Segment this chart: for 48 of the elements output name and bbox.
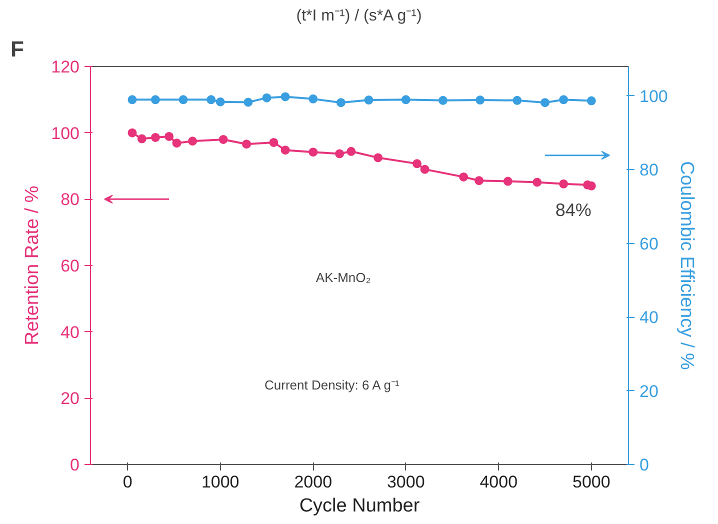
point (532, 178, 542, 187)
y-tick-label: 60 (60, 256, 80, 276)
point (242, 140, 252, 149)
x-tick-label: 4000 (480, 472, 518, 492)
y-tick-label: 0 (70, 456, 80, 474)
y-tick-label: 20 (60, 389, 80, 408)
x-tick-label: 5000 (572, 472, 610, 492)
y2-tick-label: 0 (640, 456, 649, 474)
point (420, 164, 430, 174)
y2-axis-title: Coulombic Efficiency / % (676, 161, 697, 370)
point (188, 136, 198, 146)
point (137, 134, 146, 144)
point (172, 138, 182, 148)
y-tick-label: 40 (60, 322, 80, 342)
point (150, 132, 160, 142)
y-axis-title: Retention Rate / % (22, 186, 44, 346)
point (308, 148, 318, 157)
point (559, 179, 568, 188)
point (335, 149, 344, 158)
text: F (10, 36, 24, 62)
annotation: Current Density: 6 A g⁻¹ (264, 377, 400, 392)
annotation: AK-MnO₂ (316, 270, 371, 285)
point (374, 153, 383, 162)
y2-tick-label: 40 (640, 308, 658, 328)
point (269, 138, 278, 147)
x-axis-title: Cycle Number (299, 496, 420, 516)
y2-tick-label: 100 (640, 86, 668, 106)
point (218, 134, 228, 144)
point (346, 146, 356, 156)
point (474, 176, 484, 186)
annotation: 84% (555, 200, 592, 220)
y2-tick-label: 80 (640, 160, 658, 180)
point (164, 132, 174, 141)
point (280, 146, 290, 155)
y-tick-label: 80 (60, 190, 80, 210)
y-tick-label: 100 (51, 124, 80, 143)
y-tick-label: 120 (51, 58, 80, 76)
point (459, 172, 468, 182)
x-tick-label: 3000 (386, 472, 425, 492)
x-tick-label: 0 (122, 472, 132, 492)
x-tick-label: 1000 (201, 472, 240, 492)
point (412, 159, 422, 168)
y2-tick-label: 20 (640, 382, 658, 401)
point (503, 176, 512, 186)
text: (t*I m⁻¹) / (s*A g⁻¹) (296, 8, 422, 24)
point (128, 128, 137, 138)
x-tick-label: 2000 (294, 472, 332, 492)
y2-tick-label: 60 (640, 234, 658, 254)
